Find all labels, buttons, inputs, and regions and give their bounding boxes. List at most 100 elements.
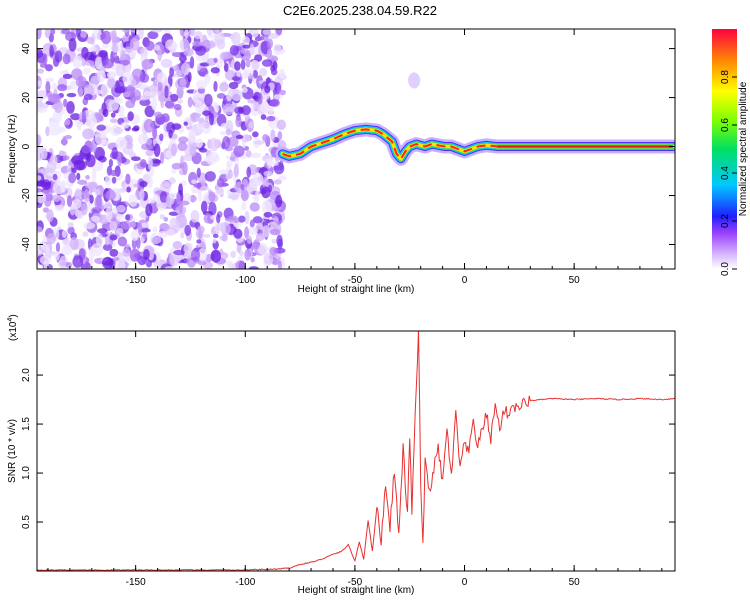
noise-speck xyxy=(237,106,244,113)
noise-speck xyxy=(91,168,97,183)
noise-speck xyxy=(81,110,87,125)
noise-speck xyxy=(196,80,208,90)
noise-speck xyxy=(114,259,126,269)
noise-speck xyxy=(145,203,153,217)
noise-speck xyxy=(115,136,128,151)
noise-speck xyxy=(263,170,273,177)
noise-speck xyxy=(209,113,214,126)
noise-speck xyxy=(64,134,72,140)
noise-speck xyxy=(37,107,48,114)
noise-speck xyxy=(267,33,279,39)
noise-speck xyxy=(37,188,44,193)
noise-speck xyxy=(37,226,43,233)
noise-speck xyxy=(219,82,229,92)
noise-speck xyxy=(37,180,48,187)
noise-speck xyxy=(85,115,97,128)
noise-speck xyxy=(110,42,122,53)
x-tick-label: 50 xyxy=(569,275,581,286)
noise-speck xyxy=(196,123,203,130)
noise-speck xyxy=(78,87,84,98)
noise-speckle-region xyxy=(37,29,287,269)
noise-speck xyxy=(200,185,210,191)
noise-speck xyxy=(266,116,276,122)
noise-speck xyxy=(241,87,248,93)
noise-speck xyxy=(88,246,95,261)
noise-speck xyxy=(45,243,51,257)
noise-speck xyxy=(233,145,245,158)
noise-speck xyxy=(178,136,189,144)
noise-speck xyxy=(42,53,48,66)
noise-speck xyxy=(70,113,81,121)
noise-speck xyxy=(252,59,259,71)
noise-speck xyxy=(240,72,250,79)
noise-speck xyxy=(111,176,117,184)
noise-speck xyxy=(160,94,165,109)
colorbar-ticks: 0.0 0.2 0.4 0.6 0.8 xyxy=(720,70,737,276)
noise-speck xyxy=(197,188,203,202)
noise-speck xyxy=(192,40,204,47)
noise-speck xyxy=(233,217,240,224)
noise-speck xyxy=(244,248,252,261)
noise-speck xyxy=(51,82,58,90)
noise-speck xyxy=(66,101,75,114)
noise-speck xyxy=(89,194,94,204)
y-tick-label: -20 xyxy=(21,188,32,203)
noise-speck xyxy=(191,179,197,185)
noise-speck xyxy=(245,150,252,158)
noise-speck xyxy=(277,130,283,141)
noise-speck xyxy=(262,134,269,142)
noise-speck xyxy=(133,183,139,188)
noise-speck xyxy=(197,92,204,99)
colorbar-tick-label: 0.6 xyxy=(720,118,731,132)
snr-line xyxy=(37,331,675,571)
noise-speck xyxy=(94,195,103,209)
noise-speck xyxy=(239,250,244,256)
noise-speck xyxy=(125,99,136,109)
noise-speck xyxy=(149,197,156,204)
noise-speck xyxy=(263,252,274,265)
noise-speck xyxy=(249,202,260,212)
noise-speck xyxy=(60,245,73,256)
colorbar-label: Normalized spectral amplitude xyxy=(738,81,749,216)
noise-speck xyxy=(120,220,132,230)
noise-speck xyxy=(151,77,156,82)
noise-speck xyxy=(158,202,168,209)
noise-speck xyxy=(102,243,113,251)
colorbar-tick-label: 0.8 xyxy=(720,70,731,84)
noise-speck xyxy=(115,227,124,236)
noise-speck xyxy=(233,228,243,239)
noise-speck xyxy=(252,216,263,224)
noise-speck xyxy=(99,114,104,122)
noise-speck xyxy=(164,100,175,109)
noise-speck xyxy=(90,215,100,222)
noise-speck xyxy=(228,81,239,90)
noise-speck xyxy=(82,67,91,75)
noise-speck xyxy=(164,266,177,269)
noise-speck xyxy=(266,158,272,169)
x-tick-label: 50 xyxy=(569,577,581,588)
noise-speck xyxy=(74,188,82,202)
noise-speck xyxy=(269,228,281,236)
noise-speck xyxy=(62,155,70,161)
noise-speck xyxy=(125,214,131,221)
noise-speck xyxy=(95,233,104,246)
noise-speck xyxy=(145,40,155,51)
noise-speck xyxy=(109,221,118,232)
noise-speck xyxy=(83,84,95,97)
noise-speck xyxy=(240,183,245,191)
noise-speck xyxy=(162,183,172,188)
noise-speck xyxy=(153,143,161,157)
x-tick-label: -50 xyxy=(348,577,363,588)
noise-speck xyxy=(80,203,88,216)
noise-speck xyxy=(218,169,230,175)
noise-speck xyxy=(193,30,203,40)
noise-speck xyxy=(55,242,61,253)
noise-speck xyxy=(248,266,260,269)
noise-speck xyxy=(193,182,203,188)
noise-speck xyxy=(59,180,67,193)
noise-speck xyxy=(262,225,271,238)
noise-speck xyxy=(244,226,250,240)
noise-speck xyxy=(96,70,106,83)
noise-speck xyxy=(110,112,116,118)
noise-speck xyxy=(145,149,154,157)
